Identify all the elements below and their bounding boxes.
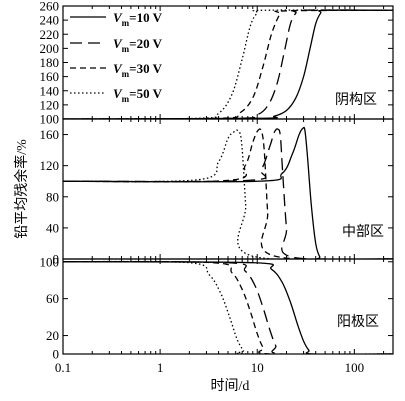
- y-tick-label: 20: [46, 328, 59, 343]
- series-line-Vm-10V: [63, 261, 393, 354]
- series-line-Vm-20V: [63, 261, 393, 354]
- y-tick-label: 200: [40, 41, 60, 56]
- y-tick-label: 180: [40, 55, 60, 70]
- series-line-Vm-50V: [63, 260, 393, 354]
- x-tick-label: 0.1: [55, 360, 71, 375]
- panel-frame: [62, 258, 394, 355]
- series-line-Vm-10V: [63, 9, 393, 119]
- x-tick-label: 1: [157, 360, 164, 375]
- x-tick-label: 10: [251, 360, 264, 375]
- x-axis-label: 时间/d: [211, 378, 250, 394]
- y-tick-label: 260: [40, 0, 60, 14]
- legend-entry: Vm=50 V: [113, 86, 163, 104]
- legend-entry: Vm=30 V: [113, 61, 163, 79]
- y-tick-label: 120: [40, 97, 60, 112]
- series-line-Vm-30V: [63, 260, 393, 354]
- series-line-Vm-20V: [63, 128, 393, 259]
- panel-2: 0 40 80 120 160 中部区: [40, 118, 394, 267]
- y-tick-label: 140: [40, 83, 60, 98]
- y-tick-label: 120: [40, 158, 60, 173]
- y-tick-label: 100: [40, 254, 60, 269]
- y-tick-label: 60: [46, 291, 59, 306]
- x-tick-label: 100: [345, 360, 365, 375]
- x-axis-ticks: 0.1 1 10 100: [55, 360, 364, 375]
- panel-label: 中部区: [342, 224, 384, 240]
- y-tick-label: 220: [40, 27, 60, 42]
- y-tick-label: 100: [40, 112, 60, 127]
- y-tick-label: 240: [40, 13, 60, 28]
- series-line-Vm-10V: [63, 126, 393, 259]
- panel-3: 0 20 60 100 阳极区: [40, 254, 394, 362]
- series-line-Vm-50V: [63, 129, 393, 259]
- panel-label: 阳极区: [337, 314, 379, 330]
- y-tick-label: 160: [40, 127, 60, 142]
- y-tick-label: 160: [40, 69, 60, 84]
- y-tick-label: 0: [53, 347, 60, 362]
- legend: Vm=10 V Vm=20 V Vm=30 V Vm=50 V: [70, 10, 163, 104]
- chart-panels: 100120140160180200220240260阴构区0408012016…: [40, 0, 394, 362]
- series-line-Vm-30V: [63, 9, 393, 119]
- y-tick-label: 40: [46, 220, 59, 235]
- series-line-Vm-30V: [63, 128, 393, 259]
- legend-entry: Vm=10 V: [113, 10, 163, 28]
- y-tick-label: 0: [53, 252, 60, 267]
- panel-label: 阴构区: [335, 92, 377, 108]
- y-tick-label: 80: [46, 189, 59, 204]
- legend-entry: Vm=20 V: [113, 36, 163, 54]
- y-axis-label: 铅平均残余率/%: [13, 139, 30, 239]
